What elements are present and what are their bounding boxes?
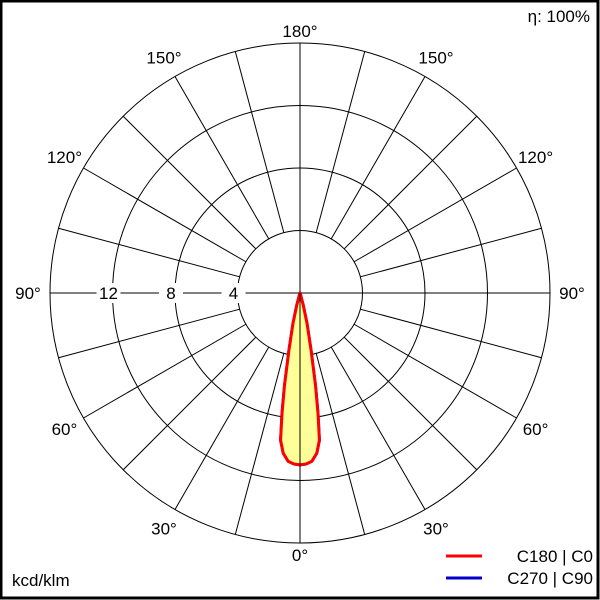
- grid-spoke: [122, 336, 257, 471]
- grid-spoke: [353, 167, 517, 263]
- legend-label: C270 | C90: [507, 569, 593, 588]
- grid-spoke: [330, 76, 426, 240]
- angle-label: 120°: [518, 148, 553, 167]
- grid-spoke: [58, 308, 240, 359]
- grid-spoke: [58, 227, 240, 278]
- angle-label: 0°: [292, 546, 308, 565]
- grid-spoke: [315, 353, 366, 535]
- grid-spoke: [83, 167, 247, 263]
- legend-label: C180 | C0: [517, 547, 593, 566]
- radial-tick-label: 4: [229, 284, 238, 303]
- grid-spoke: [315, 51, 366, 233]
- angle-label: 30°: [151, 520, 177, 539]
- radial-tick-bg: [221, 283, 246, 303]
- angle-label: 90°: [15, 284, 41, 303]
- grid-spoke: [122, 115, 257, 250]
- efficiency-label: η: 100%: [528, 7, 590, 26]
- grid-spoke: [353, 323, 517, 419]
- radial-tick-bg: [159, 283, 183, 303]
- grid-spoke: [330, 346, 426, 510]
- grid-spoke: [174, 346, 270, 510]
- grid-spoke: [343, 336, 478, 471]
- angle-label: 90°: [559, 284, 585, 303]
- grid-spoke: [360, 308, 542, 359]
- angle-label: 180°: [282, 22, 317, 41]
- angle-label: 150°: [418, 48, 453, 67]
- grid-spoke: [360, 227, 542, 278]
- grid-spoke: [174, 76, 270, 240]
- angle-label: 60°: [523, 420, 549, 439]
- unit-label: kcd/klm: [12, 571, 70, 590]
- angle-label: 150°: [146, 48, 181, 67]
- angle-label: 60°: [52, 420, 78, 439]
- grid-spoke: [83, 323, 247, 419]
- grid-spoke: [234, 353, 285, 535]
- angle-label: 30°: [423, 520, 449, 539]
- radial-tick-label: 8: [166, 284, 175, 303]
- angle-label: 120°: [47, 148, 82, 167]
- grid-spoke: [343, 115, 478, 250]
- grid-spoke: [234, 51, 285, 233]
- radial-tick-label: 12: [99, 284, 118, 303]
- radial-tick-bg: [96, 283, 121, 303]
